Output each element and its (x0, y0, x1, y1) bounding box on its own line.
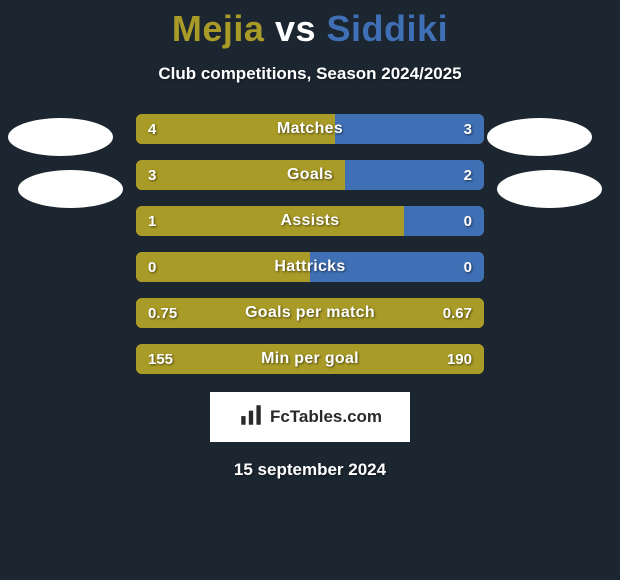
stat-row: 10Assists (136, 206, 484, 236)
stat-label: Min per goal (136, 344, 484, 374)
date-text: 15 september 2024 (0, 460, 620, 480)
brand-text: FcTables.com (270, 407, 382, 427)
player2-name: Siddiki (327, 8, 449, 49)
stat-row: 0.750.67Goals per match (136, 298, 484, 328)
stat-row: 32Goals (136, 160, 484, 190)
stat-label: Assists (136, 206, 484, 236)
stat-bars: 43Matches 32Goals 10Assists 00Hattricks 0.75… (136, 114, 484, 374)
side-ellipse (18, 170, 123, 208)
subtitle: Club competitions, Season 2024/2025 (0, 64, 620, 84)
stat-label: Goals per match (136, 298, 484, 328)
stat-label: Goals (136, 160, 484, 190)
comparison-title: Mejia vs Siddiki (0, 0, 620, 50)
brand-badge[interactable]: FcTables.com (210, 392, 410, 442)
stat-row: 43Matches (136, 114, 484, 144)
player1-name: Mejia (172, 8, 265, 49)
side-ellipse (497, 170, 602, 208)
stat-row: 00Hattricks (136, 252, 484, 282)
stat-row: 155190Min per goal (136, 344, 484, 374)
vs-text: vs (275, 8, 316, 49)
side-ellipse (487, 118, 592, 156)
stat-label: Matches (136, 114, 484, 144)
side-ellipse (8, 118, 113, 156)
stat-label: Hattricks (136, 252, 484, 282)
bar-chart-icon (238, 402, 264, 433)
